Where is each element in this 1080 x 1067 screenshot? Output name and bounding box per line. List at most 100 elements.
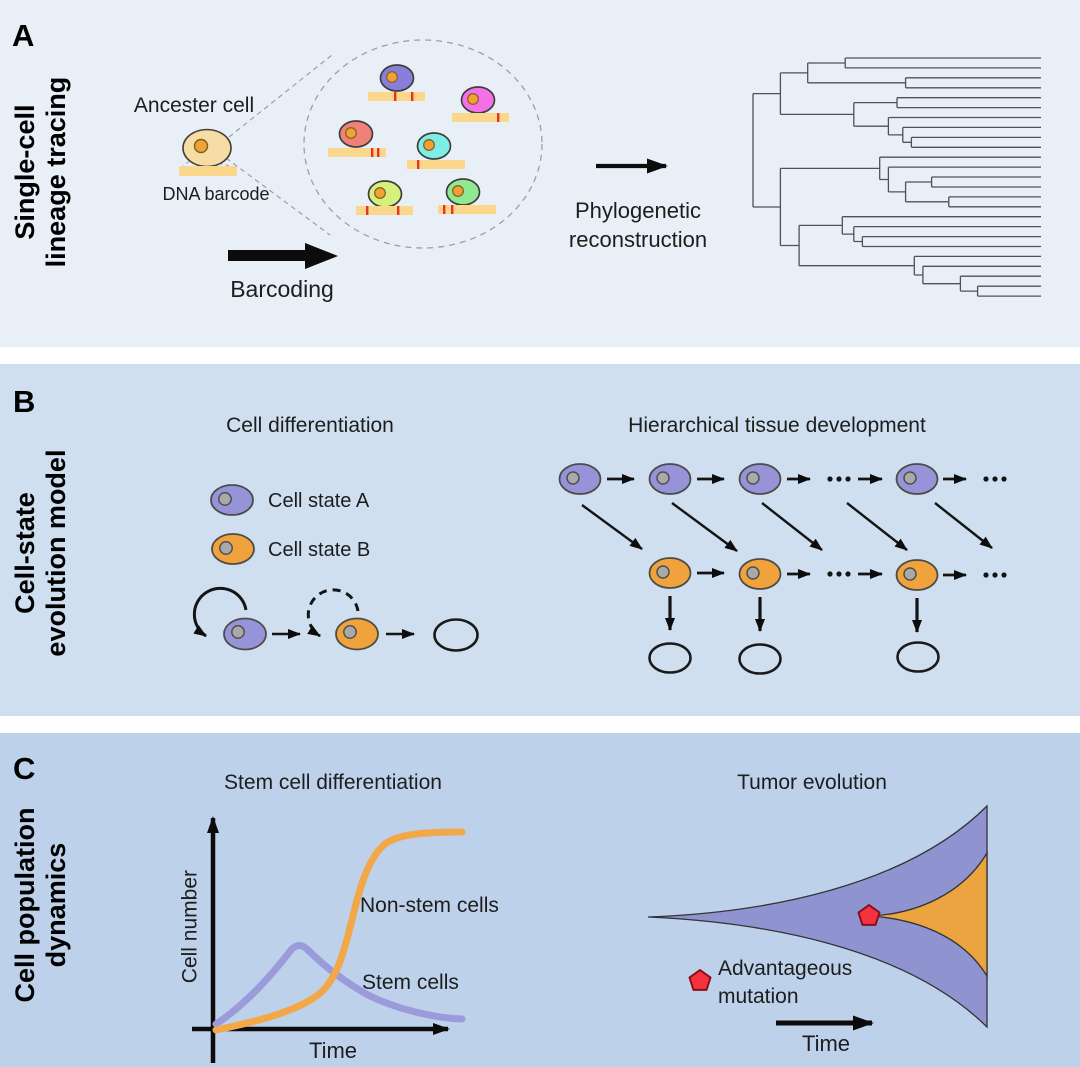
barcode-mark (397, 206, 400, 215)
magnifier-cone-bottom-line (225, 157, 331, 236)
panel-c-graphics (192, 804, 988, 1063)
magnifier-circle (303, 39, 543, 249)
y-axis-label: Cell number (178, 869, 202, 984)
cell-nucleus (386, 71, 398, 83)
stem-cells-label: Stem cells (362, 971, 459, 994)
diagonal-arrow (761, 502, 823, 551)
state-a-cell (558, 463, 602, 495)
stem-cells-curve (212, 942, 466, 1028)
cell-nucleus (467, 93, 479, 105)
legend-cell-state-a-label: Cell state A (268, 490, 370, 512)
ellipsis-dot (1001, 572, 1007, 578)
state-b-cell (895, 559, 939, 591)
ancestor-dna-barcode (179, 166, 237, 176)
x-axis-label: Time (308, 1038, 358, 1063)
self-renewal-loop-dashed (306, 588, 360, 638)
clone-cell-cyan (407, 132, 465, 169)
barcode-bar (368, 92, 425, 101)
ancestor-nucleus (193, 138, 209, 154)
legend-cell-state-a-icon (210, 484, 254, 516)
diagonal-arrow (671, 502, 738, 552)
non-stem-cells-label: Non-stem cells (360, 894, 499, 917)
magnifier-cone-top-line (228, 54, 333, 138)
dead-cell-ellipse (433, 618, 479, 652)
barcode-bar (452, 113, 509, 122)
diagonal-arrow (581, 504, 643, 550)
phylogenetic-tree (752, 57, 1041, 297)
panel-b-letter: B (13, 384, 36, 419)
panel-c-sidebar-line2: dynamics (41, 842, 71, 968)
clone-cell-magenta (452, 86, 509, 122)
barcoding-arrow (228, 243, 338, 269)
barcode-mark (366, 206, 369, 215)
barcode-mark (411, 92, 414, 101)
phylogenetic-label-line2: reconstruction (568, 227, 708, 252)
dead-cell-ellipse (896, 641, 940, 673)
ancestor-cell-label: Ancester cell (133, 94, 255, 117)
ellipsis-dot (827, 571, 833, 577)
barcode-mark (417, 160, 420, 169)
panel-a-sidebar-line1: Single-cell (9, 104, 40, 240)
advantageous-mutation-line2: mutation (718, 985, 799, 1008)
ellipsis-dot (836, 476, 842, 482)
panel-c-sidebar-label: Cell population dynamics (10, 760, 72, 1050)
diagonal-arrow (934, 502, 993, 549)
stem-cell-differentiation-title: Stem cell differentiation (224, 771, 442, 794)
non-stem-cells-curve (212, 828, 466, 1034)
advantageous-mutation-label: Advantageous mutation (718, 955, 852, 1011)
tumor-evolution-title: Tumor evolution (737, 771, 887, 794)
barcode-mark (451, 205, 454, 214)
cell-nucleus (345, 127, 357, 139)
differentiation-diagonal-arrows (581, 502, 993, 552)
barcoding-label: Barcoding (230, 276, 334, 302)
legend-cell-state-b-icon (211, 533, 255, 565)
ellipsis-dot (992, 572, 998, 578)
advantageous-mutation-line1: Advantageous (718, 957, 853, 980)
death-arrows-and-ellipses (648, 596, 940, 675)
state-b-cell (335, 617, 379, 651)
ellipsis-dot (836, 571, 842, 577)
panel-a-letter: A (12, 18, 35, 53)
barcode-mark (377, 148, 380, 157)
tissue-row-state-a (558, 463, 1007, 495)
barcode-mark (394, 92, 397, 101)
state-a-cell (738, 463, 782, 495)
ellipsis-dot (1001, 476, 1007, 482)
ancestor-cell (182, 128, 232, 168)
cell-nucleus (423, 139, 435, 151)
state-a-cell (895, 463, 939, 495)
panel-a-sidebar-label: Single-cell lineage tracing (10, 27, 72, 317)
diagonal-arrow (846, 502, 908, 551)
ellipsis-dot (845, 476, 851, 482)
barcode-bar (328, 148, 386, 157)
state-a-cell (648, 463, 692, 495)
cell-nucleus (452, 185, 464, 197)
panel-a-graphics (179, 39, 1041, 297)
state-b-cell (648, 557, 692, 589)
dead-cell-ellipse (648, 642, 692, 674)
panel-b-sidebar-line2: evolution model (41, 449, 71, 657)
mutation-marker-icon (857, 904, 881, 926)
panel-c-letter: C (13, 751, 36, 786)
legend-cell-state-b-label: Cell state B (268, 539, 371, 561)
clone-cell-purple (368, 64, 425, 101)
panel-c-sidebar-line1: Cell population (9, 807, 40, 1003)
state-b-cell (738, 558, 782, 590)
state-a-cell (223, 617, 267, 651)
clone-cell-salmon (328, 120, 386, 157)
barcode-mark (443, 205, 446, 214)
barcode-bar (356, 206, 413, 215)
phylogenetic-label: Phylogenetic reconstruction (569, 196, 707, 254)
barcode-bar (407, 160, 465, 169)
barcode-mark (371, 148, 374, 157)
clone-cell-green (438, 178, 496, 214)
time-label-right: Time (801, 1031, 851, 1056)
ellipsis-dot (845, 571, 851, 577)
tissue-row-state-b (648, 557, 1007, 591)
dna-barcode-label: DNA barcode (162, 184, 270, 204)
panel-b-sidebar-line1: Cell-state (9, 492, 40, 614)
phylogenetic-label-line1: Phylogenetic (575, 198, 701, 223)
clone-cell-green-yellow (356, 180, 413, 215)
